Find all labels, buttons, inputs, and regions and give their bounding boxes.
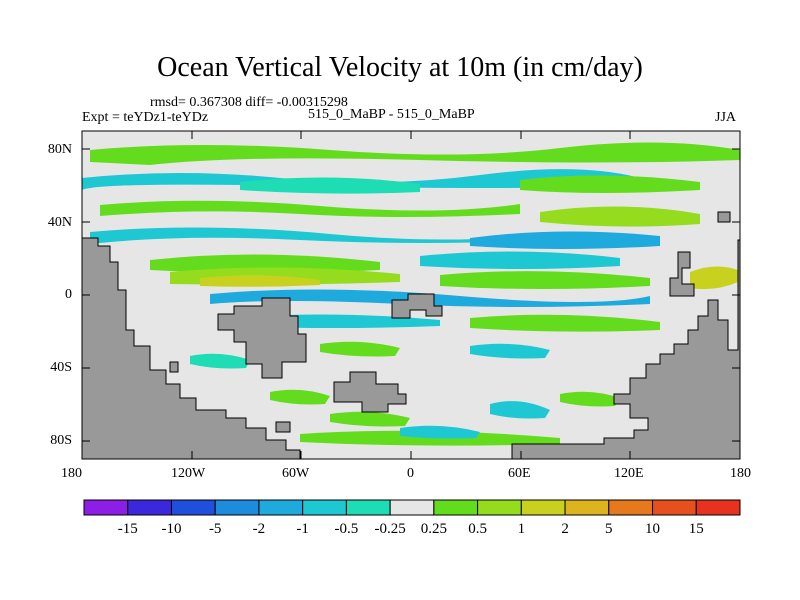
x-tick-60e: 60E	[508, 466, 531, 481]
land-island-small-2	[275, 421, 291, 433]
season-label: JJA	[715, 110, 737, 125]
land-southern-continent	[333, 371, 407, 413]
colorbar-swatch	[214, 499, 260, 516]
experiment-label: Expt = teYDz1-teYDz	[82, 110, 209, 125]
x-tick-0: 0	[407, 466, 414, 481]
colorbar-label: -2	[253, 521, 266, 537]
colorbar-swatch	[652, 499, 697, 516]
y-tick-80s: 80S	[50, 433, 72, 448]
land-masses	[82, 211, 740, 459]
colorbar-swatch	[695, 499, 741, 516]
x-tick-180e: 180	[730, 466, 751, 481]
colorbar-swatch	[608, 499, 654, 516]
land-east	[511, 239, 740, 459]
colorbar-swatch	[302, 499, 347, 516]
y-tick-40n: 40N	[47, 215, 72, 230]
period-label: 515_0_MaBP - 515_0_MaBP	[308, 107, 475, 122]
land-africa	[391, 293, 443, 319]
x-tick-60w: 60W	[282, 466, 310, 481]
colorbar-swatch	[345, 499, 391, 516]
stats-label: rmsd= 0.367308 diff= -0.00315298	[150, 95, 348, 110]
colorbar-label: 5	[605, 521, 613, 537]
colorbar-label: -15	[118, 521, 138, 537]
land-south-america	[217, 297, 307, 379]
colorbar-swatch	[564, 499, 610, 516]
colorbar-label: -5	[209, 521, 222, 537]
x-tick-120w: 120W	[171, 466, 206, 481]
land-island-small-1	[169, 361, 179, 373]
colorbar-swatch	[433, 499, 479, 516]
x-tick-120e: 120E	[614, 466, 644, 481]
colorbar-label: 2	[561, 521, 569, 537]
map-title: Ocean Vertical Velocity at 10m (in cm/da…	[157, 52, 643, 83]
colorbar-label: -0.25	[375, 521, 406, 537]
colorbar: -15 -10 -5 -2 -1 -0.5 -0.25 0.25 0.5 1 2 5 10 15	[83, 499, 741, 537]
y-tick-eq: 0	[65, 287, 72, 302]
colorbar-swatch	[83, 499, 129, 516]
colorbar-label: 10	[645, 521, 660, 537]
colorbar-label: -1	[296, 521, 309, 537]
colorbar-label: -0.5	[335, 521, 359, 537]
colorbar-swatch	[520, 499, 566, 516]
colorbar-label: 15	[689, 521, 704, 537]
land-west	[82, 237, 301, 459]
colorbar-label: 0.5	[468, 521, 487, 537]
colorbar-swatch	[170, 499, 216, 516]
colorbar-swatch	[477, 499, 522, 516]
colorbar-label: -10	[161, 521, 181, 537]
colorbar-swatch	[127, 499, 172, 516]
colorbar-swatch	[258, 499, 304, 516]
y-tick-80n: 80N	[47, 142, 72, 157]
colorbar-swatch	[389, 499, 435, 516]
colorbar-label: 0.25	[421, 521, 447, 537]
axis-ticks	[81, 131, 741, 459]
y-tick-40s: 40S	[50, 360, 72, 375]
land-east-north	[669, 251, 695, 297]
colorbar-label: 1	[518, 521, 526, 537]
x-tick-180w: 180	[61, 466, 82, 481]
land-island-ne	[717, 211, 731, 223]
